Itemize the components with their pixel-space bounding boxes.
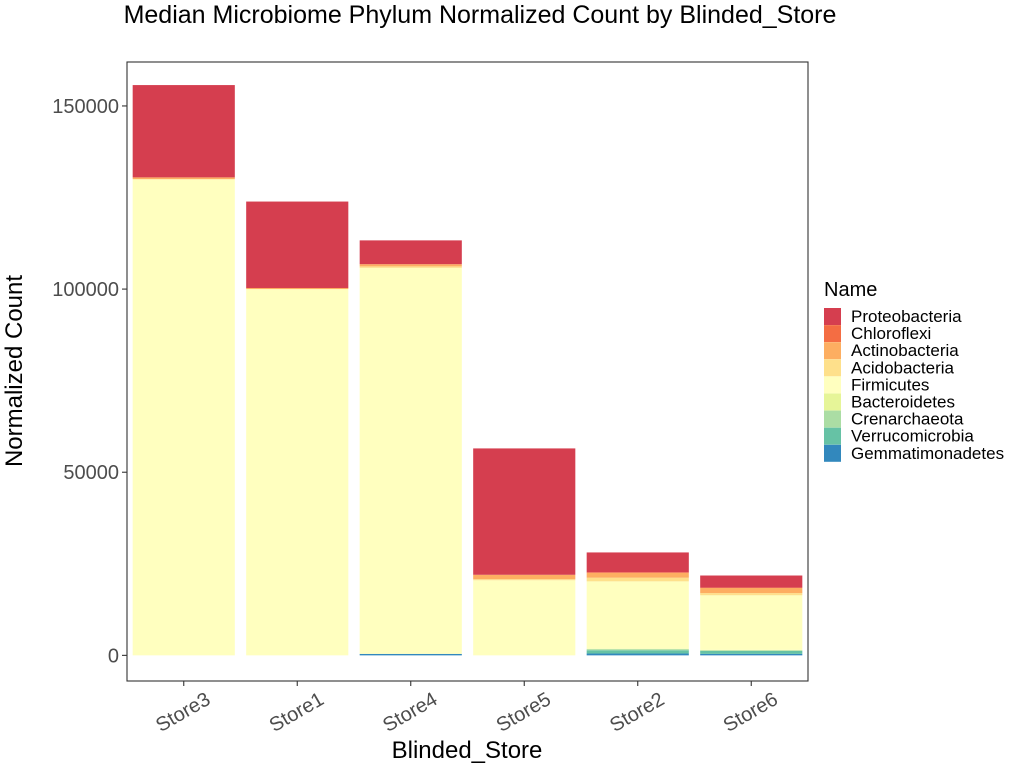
legend-key-verrucomicrobia	[824, 427, 841, 445]
y-tick-label: 0	[108, 645, 119, 667]
bar-segment-store3-actinobacteria	[132, 177, 235, 180]
legend-key-crenarchaeota	[824, 410, 841, 428]
legend-key-bacteroidetes	[824, 393, 841, 411]
chart-title: Median Microbiome Phylum Normalized Coun…	[124, 1, 837, 29]
bar-segment-store2-gemmatimonadetes	[586, 653, 689, 656]
legend-title: Name	[824, 279, 877, 301]
bar-segment-store3-firmicutes	[132, 179, 235, 656]
bar-segment-store6-actinobacteria	[700, 587, 803, 594]
bars-group	[132, 85, 803, 656]
legend: Name ProteobacteriaChloroflexiActinobact…	[824, 279, 1004, 463]
legend-key-firmicutes	[824, 376, 841, 394]
legend-key-chloroflexi	[824, 325, 841, 343]
x-axis-title: Blinded_Store	[392, 737, 543, 764]
bar-segment-store5-actinobacteria	[473, 574, 576, 580]
bar-segment-store5-firmicutes	[473, 580, 576, 656]
x-axis: Store3 Store1 Store4 Store5 Store2 Store6	[152, 681, 782, 737]
y-tick-label: 100000	[52, 279, 119, 301]
legend-key-acidobacteria	[824, 359, 841, 377]
legend-key-proteobacteria	[824, 308, 841, 325]
y-axis: 0 50000 100000 150000	[52, 96, 127, 667]
legend-label-bacteroidetes: Bacteroidetes	[851, 393, 955, 412]
bar-segment-store4-actinobacteria	[359, 264, 462, 267]
x-tick-label: Store5	[493, 688, 555, 737]
legend-label-firmicutes: Firmicutes	[851, 375, 929, 394]
legend-label-proteobacteria: Proteobacteria	[851, 307, 962, 326]
bar-segment-store2-actinobacteria	[586, 572, 689, 578]
legend-label-actinobacteria: Actinobacteria	[851, 341, 959, 360]
bar-segment-store2-verrucomicrobia	[586, 650, 689, 654]
x-tick-label: Store6	[720, 688, 782, 737]
bar-segment-store6-crenarchaeota	[700, 650, 803, 651]
bar-segment-store1-proteobacteria	[246, 201, 349, 288]
bar-segment-store6-gemmatimonadetes	[700, 653, 803, 656]
legend-key-actinobacteria	[824, 342, 841, 360]
legend-label-verrucomicrobia: Verrucomicrobia	[851, 427, 974, 446]
bar-segment-store4-firmicutes	[359, 267, 462, 654]
plot-panel-border	[126, 61, 809, 682]
legend-label-acidobacteria: Acidobacteria	[851, 358, 955, 377]
bar-segment-store2-chloroflexi	[586, 572, 689, 573]
bar-segment-store4-gemmatimonadetes	[359, 653, 462, 656]
y-tick-label: 150000	[52, 96, 119, 118]
bar-segment-store6-acidobacteria	[700, 593, 803, 596]
bar-segment-store5-proteobacteria	[473, 448, 576, 575]
bar-segment-store2-firmicutes	[586, 581, 689, 649]
legend-label-gemmatimonadetes: Gemmatimonadetes	[851, 444, 1004, 463]
bar-segment-store1-actinobacteria	[246, 287, 349, 290]
bar-segment-store6-firmicutes	[700, 595, 803, 650]
bar-segment-store5-acidobacteria	[473, 579, 576, 581]
bar-segment-store4-proteobacteria	[359, 240, 462, 265]
bar-segment-store6-verrucomicrobia	[700, 650, 803, 654]
x-tick-label: Store2	[606, 688, 668, 737]
y-tick-label: 50000	[63, 462, 119, 484]
bar-segment-store6-proteobacteria	[700, 575, 803, 588]
bar-segment-store1-firmicutes	[246, 289, 349, 656]
legend-key-gemmatimonadetes	[824, 444, 841, 462]
bar-segment-store3-proteobacteria	[132, 85, 235, 178]
x-tick-label: Store3	[152, 688, 214, 737]
bar-segment-store2-crenarchaeota	[586, 649, 689, 651]
x-tick-label: Store1	[266, 688, 328, 737]
bar-segment-store2-acidobacteria	[586, 577, 689, 582]
bar-segment-store2-proteobacteria	[586, 552, 689, 573]
x-tick-label: Store4	[379, 688, 441, 737]
y-axis-title: Normalized Count	[1, 275, 28, 467]
legend-label-chloroflexi: Chloroflexi	[851, 324, 931, 343]
legend-label-crenarchaeota: Crenarchaeota	[851, 410, 964, 429]
bar-segment-store4-acidobacteria	[359, 266, 462, 268]
